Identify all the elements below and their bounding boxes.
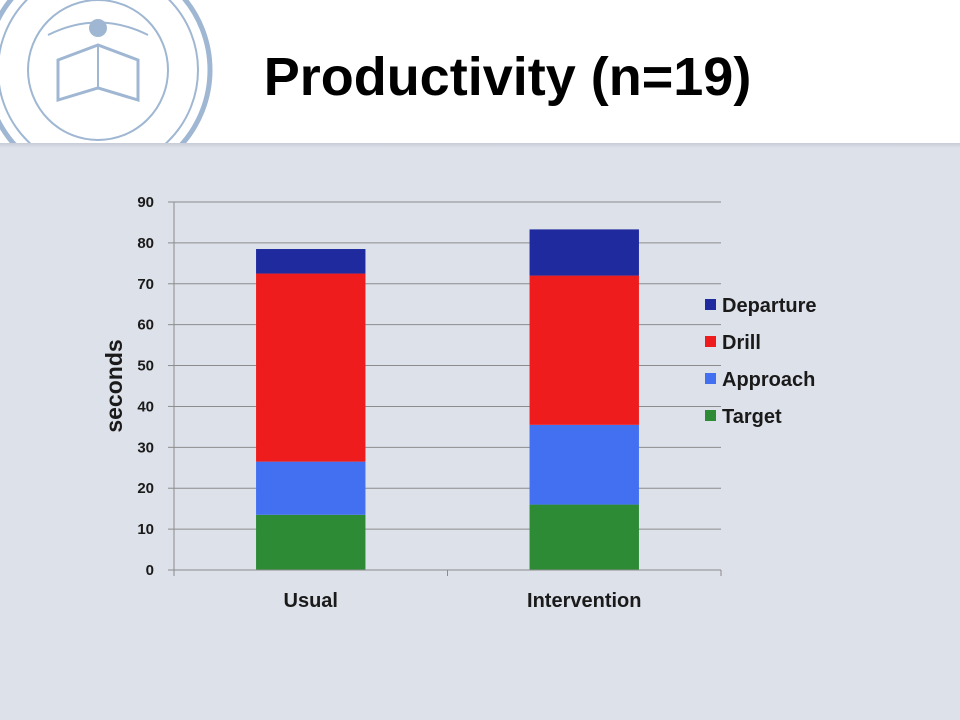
- legend-swatch-target: [705, 410, 716, 421]
- y-tick-label: 80: [137, 235, 154, 252]
- bar-segment-approach-usual: [256, 461, 366, 515]
- axes: [173, 202, 722, 576]
- bar-segment-approach-intervention: [529, 424, 639, 505]
- y-tick-labels: 0 10 20 30 40 50 60 70 80 90: [137, 194, 154, 579]
- slide-header: Productivity (n=19): [0, 0, 960, 145]
- category-label: Usual: [284, 590, 338, 612]
- bar-segment-target-intervention: [529, 504, 639, 570]
- bar-segment-drill-usual: [256, 273, 366, 462]
- legend-swatch-departure: [705, 299, 716, 310]
- legend-label-drill: Drill: [722, 332, 761, 354]
- header-divider: [0, 143, 960, 148]
- y-tick-label: 10: [137, 521, 154, 538]
- bar-segment-target-usual: [256, 514, 366, 570]
- legend-label-departure: Departure: [722, 295, 816, 317]
- bar-stacks: [256, 229, 639, 570]
- bar-segment-departure-usual: [256, 249, 366, 274]
- category-labels: Usual Intervention: [284, 590, 642, 612]
- legend-label-target: Target: [722, 406, 782, 428]
- y-tick-label: 30: [137, 439, 154, 456]
- legend-swatch-approach: [705, 373, 716, 384]
- category-label: Intervention: [527, 590, 641, 612]
- y-axis-label: seconds: [101, 339, 127, 432]
- y-tick-label: 90: [137, 194, 154, 211]
- y-tick-label: 0: [146, 562, 154, 579]
- legend-swatch-drill: [705, 336, 716, 347]
- y-tick-label: 60: [137, 317, 154, 334]
- bar-segment-drill-intervention: [529, 275, 639, 425]
- legend-label-approach: Approach: [722, 369, 815, 391]
- y-tick-label: 50: [137, 358, 154, 375]
- slide-title: Productivity (n=19): [263, 47, 752, 107]
- bar-segment-departure-intervention: [529, 229, 639, 276]
- y-tick-label: 20: [137, 480, 154, 497]
- y-tick-label: 70: [137, 276, 154, 293]
- legend: Departure Drill Approach Target: [705, 295, 816, 428]
- y-tick-label: 40: [137, 398, 154, 415]
- university-seal-logo: [0, 0, 213, 145]
